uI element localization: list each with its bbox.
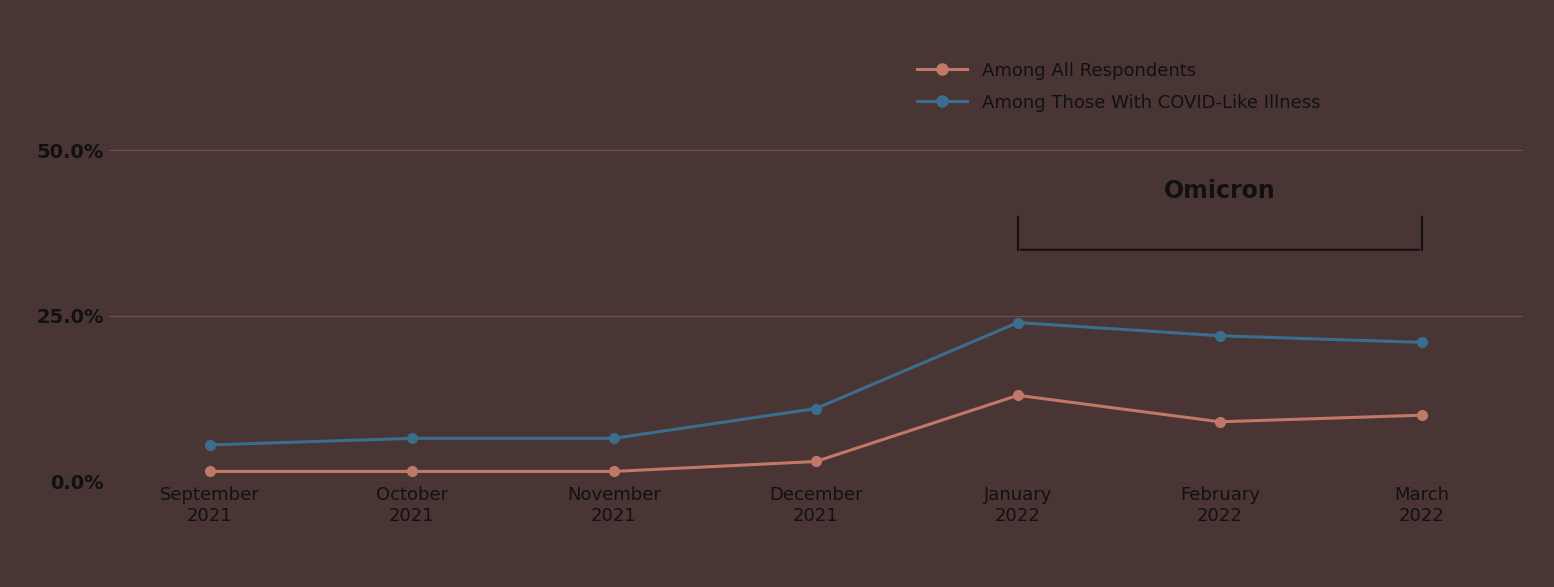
Text: Omicron: Omicron [1164,180,1276,204]
Legend: Among All Respondents, Among Those With COVID-Like Illness: Among All Respondents, Among Those With … [917,61,1321,112]
